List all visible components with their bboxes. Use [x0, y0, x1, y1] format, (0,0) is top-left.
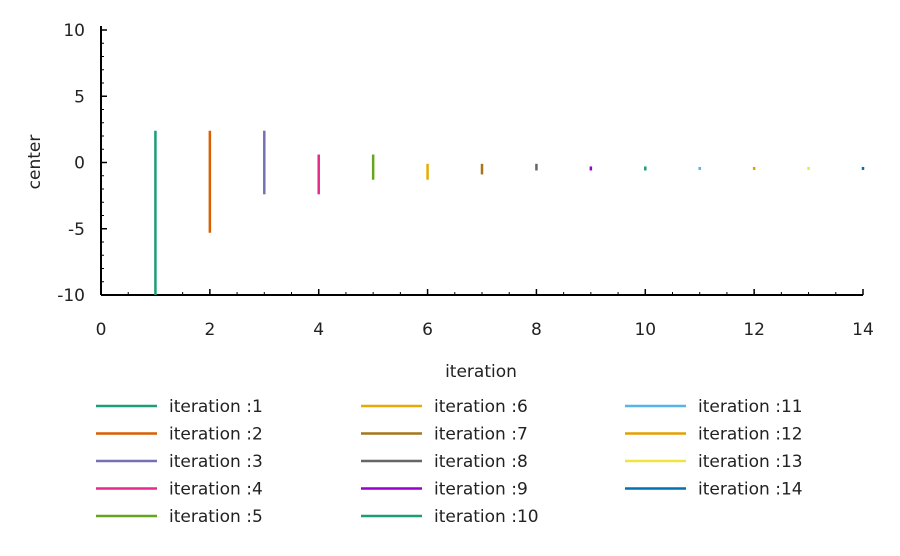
- x-tick-label: 0: [96, 320, 107, 340]
- x-tick-label: 6: [422, 320, 433, 340]
- x-tick-label: 14: [852, 320, 874, 340]
- legend-label-1: iteration :1: [169, 397, 263, 417]
- x-tick-label: 8: [531, 320, 542, 340]
- legend-label-7: iteration :7: [434, 425, 528, 445]
- x-tick-label: 4: [313, 320, 324, 340]
- x-tick-label: 10: [634, 320, 656, 340]
- y-tick-label: 0: [74, 154, 85, 174]
- y-tick-label: -10: [57, 286, 85, 306]
- legend-label-12: iteration :12: [698, 425, 803, 445]
- y-axis-title: center: [25, 135, 45, 190]
- legend-label-13: iteration :13: [698, 452, 803, 472]
- y-tick-label: 10: [63, 21, 85, 41]
- y-tick-label: -5: [68, 220, 85, 240]
- legend-label-14: iteration :14: [698, 480, 803, 500]
- legend-label-3: iteration :3: [169, 452, 263, 472]
- legend-label-5: iteration :5: [169, 507, 263, 527]
- axes: 10 5 0 -5 -10 0 2 4 6 8 10 12 14: [57, 21, 874, 340]
- legend-label-10: iteration :10: [434, 507, 539, 527]
- legend-label-2: iteration :2: [169, 425, 263, 445]
- legend-label-4: iteration :4: [169, 480, 263, 500]
- x-tick-label: 12: [743, 320, 765, 340]
- legend-label-8: iteration :8: [434, 452, 528, 472]
- y-tick-label: 5: [74, 87, 85, 107]
- legend-label-9: iteration :9: [434, 480, 528, 500]
- x-tick-label: 2: [204, 320, 215, 340]
- chart-marks: [154, 130, 865, 295]
- x-axis-title: iteration: [445, 362, 517, 382]
- legend-label-6: iteration :6: [434, 397, 528, 417]
- legend-label-11: iteration :11: [698, 397, 803, 417]
- legend: iteration :1 iteration :2 iteration :3 iter…: [96, 397, 803, 527]
